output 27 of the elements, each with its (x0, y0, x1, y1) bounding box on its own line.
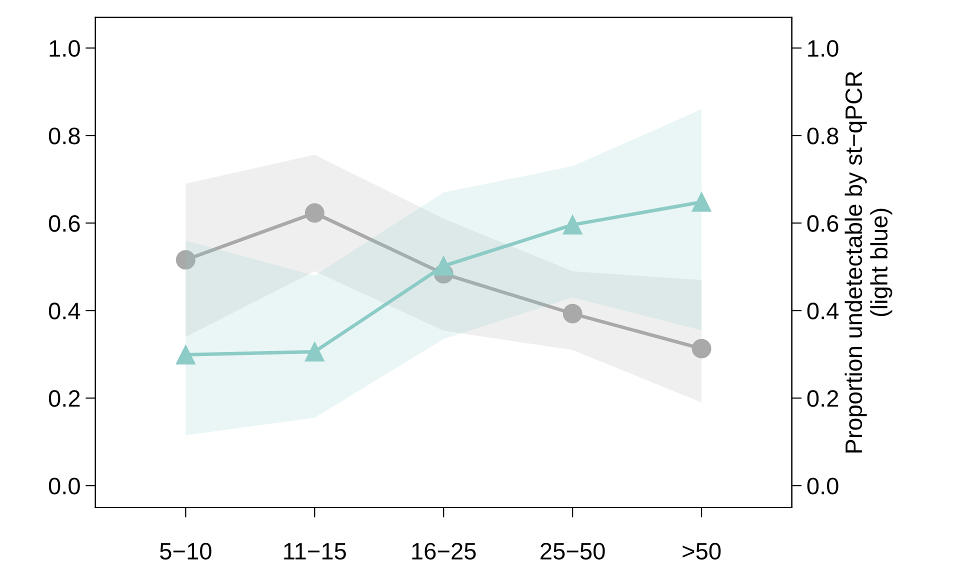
point (692, 192, 712, 212)
y-tick-label: 0.6 (48, 215, 80, 232)
x-tick-label: 11−15 (284, 543, 346, 560)
y2-tick-label: 1.0 (808, 40, 838, 57)
y-tick-label: 0.2 (48, 390, 80, 407)
point (692, 338, 712, 358)
point (176, 345, 196, 365)
x-tick-label: 25−50 (540, 542, 605, 560)
point (304, 342, 324, 362)
y-tick-label: 0.0 (48, 478, 80, 494)
point (434, 256, 454, 276)
x-tick-label: >50 (682, 542, 721, 560)
y-tick-label: 0.4 (48, 302, 80, 320)
point (304, 203, 324, 223)
point (562, 304, 582, 324)
point (562, 215, 582, 235)
y-tick-label: 0.8 (48, 128, 80, 144)
x-tick-label: 5−10 (160, 542, 212, 560)
y2-tick-label: 0.4 (807, 302, 839, 320)
y2-tick-label: 0.6 (807, 215, 838, 232)
point (176, 250, 196, 270)
y2-axis-title: Proportion undetectable by st−qPCR (light blue) (844, 72, 892, 452)
x-tick-label: 16−25 (412, 542, 476, 560)
y2-tick-label: 0.8 (807, 128, 838, 144)
y2-tick-label: 0.0 (807, 478, 838, 494)
y-tick-label: 1.0 (50, 40, 80, 57)
y2-tick-label: 0.2 (807, 390, 838, 407)
